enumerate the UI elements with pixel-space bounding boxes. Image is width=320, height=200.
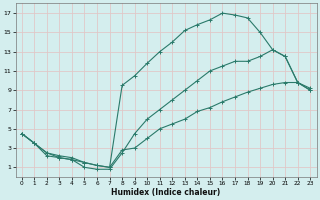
X-axis label: Humidex (Indice chaleur): Humidex (Indice chaleur) [111,188,221,197]
